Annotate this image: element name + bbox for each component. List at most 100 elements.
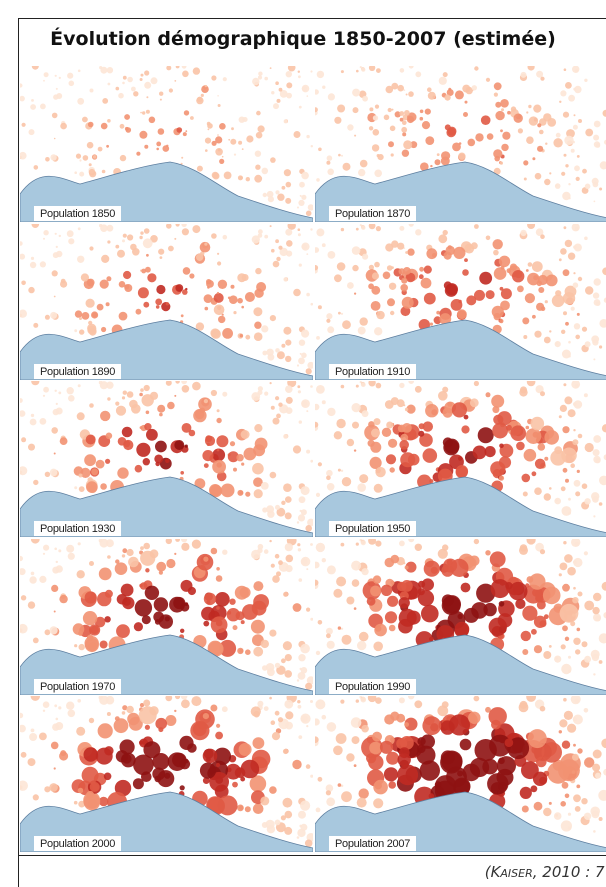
settlement — [90, 782, 100, 792]
settlement — [493, 249, 499, 255]
settlement — [123, 270, 131, 278]
settlement — [214, 292, 224, 302]
settlement — [538, 443, 546, 451]
settlement — [561, 448, 577, 464]
settlement — [54, 767, 56, 769]
settlement — [376, 383, 382, 389]
settlement — [353, 107, 359, 113]
settlement — [458, 299, 461, 302]
settlement — [459, 142, 462, 145]
settlement — [239, 806, 243, 810]
settlement — [485, 446, 496, 457]
settlement — [239, 743, 252, 756]
settlement — [254, 332, 263, 341]
settlement — [77, 699, 81, 703]
settlement — [568, 197, 570, 199]
settlement — [584, 813, 591, 820]
settlement — [543, 808, 551, 816]
settlement — [347, 439, 354, 446]
panel-label: Population 1850 — [34, 206, 121, 221]
settlement — [593, 515, 595, 517]
settlement — [211, 329, 221, 339]
settlement — [341, 791, 352, 802]
settlement — [474, 539, 479, 544]
settlement — [453, 246, 465, 258]
settlement — [50, 626, 58, 634]
settlement — [517, 285, 524, 292]
settlement — [501, 144, 508, 151]
settlement — [268, 196, 274, 202]
settlement — [568, 813, 571, 816]
settlement — [50, 469, 58, 477]
settlement — [369, 107, 373, 111]
settlement — [564, 711, 573, 720]
settlement — [461, 425, 469, 433]
settlement — [316, 336, 320, 340]
settlement — [101, 326, 106, 331]
settlement — [373, 798, 383, 808]
settlement — [310, 228, 312, 230]
settlement — [197, 553, 214, 570]
settlement — [573, 245, 576, 248]
settlement — [405, 251, 408, 254]
settlement — [43, 710, 45, 712]
settlement — [143, 542, 150, 549]
settlement — [98, 147, 103, 152]
settlement — [469, 555, 480, 566]
settlement — [526, 426, 530, 430]
settlement — [596, 143, 600, 147]
settlement — [159, 413, 163, 417]
settlement — [106, 433, 113, 440]
settlement — [529, 573, 545, 589]
settlement — [273, 418, 280, 425]
settlement — [90, 89, 94, 93]
settlement — [230, 441, 235, 446]
settlement — [298, 233, 301, 236]
settlement — [357, 640, 366, 649]
settlement — [135, 465, 143, 473]
settlement — [316, 542, 325, 551]
settlement — [99, 567, 112, 580]
settlement — [43, 80, 45, 82]
settlement — [599, 660, 603, 664]
settlement — [159, 570, 163, 574]
settlement — [143, 238, 153, 248]
settlement — [140, 112, 142, 114]
settlement — [154, 597, 168, 611]
settlement — [192, 382, 201, 391]
settlement — [56, 88, 58, 90]
settlement — [299, 263, 302, 266]
settlement — [594, 121, 601, 128]
settlement — [283, 277, 287, 281]
settlement — [204, 294, 213, 303]
settlement — [498, 758, 505, 765]
settlement — [534, 645, 542, 653]
settlement — [450, 558, 468, 576]
settlement — [143, 458, 150, 465]
settlement — [269, 629, 276, 636]
settlement — [341, 542, 345, 546]
settlement — [573, 125, 578, 130]
settlement — [262, 665, 268, 671]
settlement — [543, 651, 551, 659]
settlement — [534, 330, 541, 337]
settlement — [584, 600, 594, 610]
settlement — [298, 357, 305, 364]
map-panel: Population 1890 — [20, 224, 313, 380]
settlement — [494, 267, 507, 280]
settlement — [532, 261, 543, 272]
settlement — [216, 724, 220, 728]
settlement — [520, 701, 528, 709]
settlement — [68, 238, 74, 244]
settlement — [310, 70, 312, 72]
settlement — [258, 125, 265, 132]
settlement — [523, 492, 528, 497]
settlement — [128, 556, 139, 567]
settlement — [275, 81, 279, 85]
settlement — [246, 135, 253, 142]
settlement — [500, 286, 504, 290]
settlement — [421, 734, 435, 748]
settlement — [33, 322, 38, 327]
settlement — [116, 87, 120, 91]
map — [315, 381, 606, 537]
